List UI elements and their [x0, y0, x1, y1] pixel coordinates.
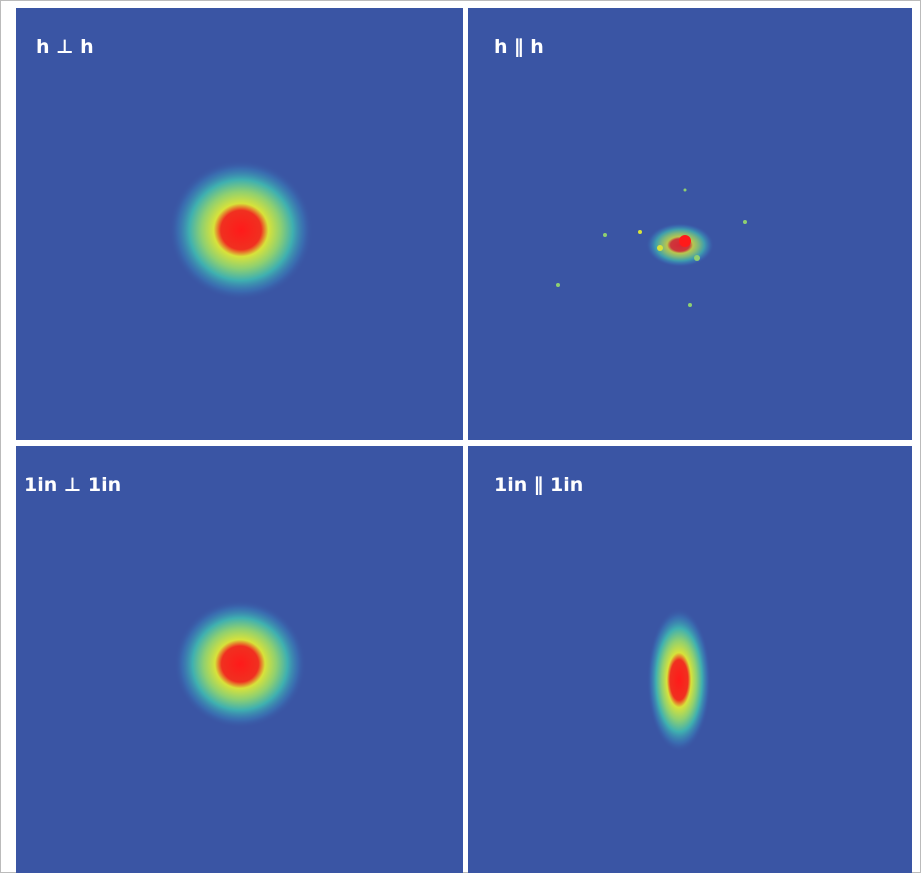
panel-label: 1in ∥ 1in [494, 474, 583, 496]
panel-label: h ∥ h [494, 36, 544, 58]
spot [169, 160, 313, 300]
spot [174, 600, 306, 728]
panel-label: 1in ⊥ 1in [24, 474, 121, 496]
panel-label: h ⊥ h [36, 36, 94, 58]
figure: h ⊥ h h ∥ h 1in ⊥ 1in 1in ∥ 1in [0, 0, 921, 873]
spot [647, 608, 711, 752]
